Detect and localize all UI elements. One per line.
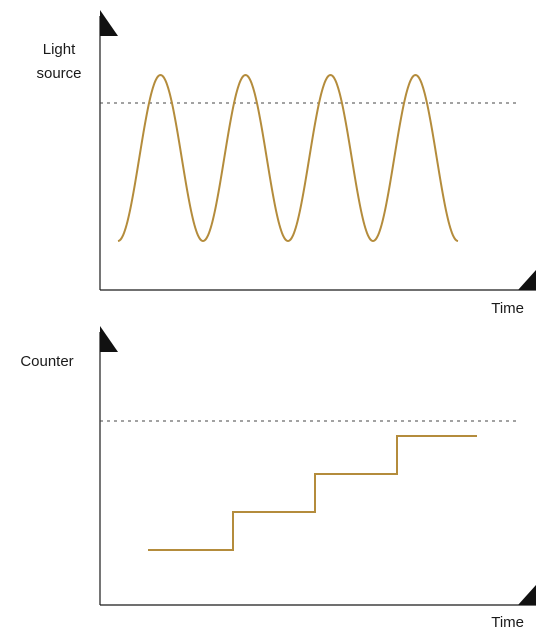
light-source-waveform	[117, 73, 459, 243]
light-source-y-arrow-icon	[100, 10, 118, 36]
light-source-ylabel-line2: source	[36, 65, 81, 82]
counter-x-arrow-icon	[518, 585, 536, 605]
counter-staircase	[148, 435, 477, 551]
light-source-xlabel: Time	[491, 300, 524, 317]
light-source-x-arrow-icon	[518, 270, 536, 290]
counter-y-arrow-icon	[100, 326, 118, 352]
counter-panel: Counter Time	[20, 326, 536, 631]
counter-xlabel: Time	[491, 614, 524, 631]
counter-ylabel: Counter	[20, 353, 73, 370]
light-source-panel: Light source Time	[36, 10, 536, 317]
light-source-ylabel-line1: Light	[43, 41, 76, 58]
